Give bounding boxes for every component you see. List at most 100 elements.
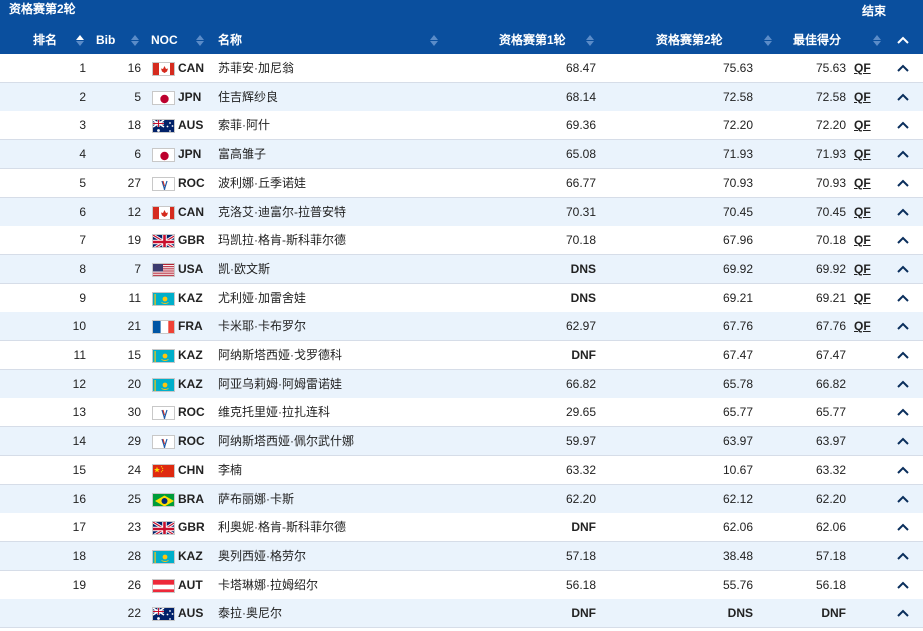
bib-cell: 16 xyxy=(127,61,141,75)
table-row[interactable]: 5 27 ROC 波利娜·丘季诺娃 66.77 70.93 70.93 QF xyxy=(0,168,923,198)
expand-row-icon[interactable] xyxy=(897,437,909,445)
best-score: 65.77 xyxy=(815,405,846,420)
column-header-best[interactable]: 最佳得分 xyxy=(793,33,842,47)
column-header-noc[interactable]: NOC xyxy=(151,33,178,47)
expand-row-icon[interactable] xyxy=(897,552,909,560)
expand-row-icon[interactable] xyxy=(897,609,909,618)
noc-cell: GBR xyxy=(178,233,205,248)
column-header-bib[interactable]: Bib xyxy=(96,33,116,47)
rank-cell: 19 xyxy=(72,577,86,592)
expand-row-icon[interactable] xyxy=(897,466,909,474)
uk-flag-icon xyxy=(152,521,175,536)
sort-icon[interactable] xyxy=(430,35,438,46)
column-header-run1[interactable]: 资格赛第1轮 xyxy=(499,33,566,47)
column-header-name[interactable]: 名称 xyxy=(218,33,243,47)
bib-cell: 23 xyxy=(127,520,141,535)
noc-cell: KAZ xyxy=(178,376,203,391)
expand-row-icon[interactable] xyxy=(897,322,909,331)
japan-flag-icon xyxy=(152,90,175,105)
sort-asc-icon[interactable] xyxy=(76,35,84,46)
sort-icon[interactable] xyxy=(586,35,594,46)
noc-cell: FRA xyxy=(178,319,203,334)
noc-cell: JPN xyxy=(178,89,202,104)
run1-score: 59.97 xyxy=(565,434,596,449)
kazakhstan-flag-icon xyxy=(152,291,175,306)
best-score: 62.06 xyxy=(815,520,846,535)
expand-row-icon[interactable] xyxy=(897,265,909,273)
athlete-name: 利奥妮·格肯-斯科菲尔德 xyxy=(218,520,346,535)
expand-row-icon[interactable] xyxy=(897,495,909,503)
rank-cell: 8 xyxy=(79,261,86,276)
table-row[interactable]: 11 15 KAZ 阿纳斯塔西娅·戈罗德科 DNF 67.47 67.47 xyxy=(0,341,923,370)
athlete-name: 富高雏子 xyxy=(218,147,267,162)
table-row[interactable]: 13 30 ROC 维克托里娅·拉扎连科 29.65 65.77 65.77 xyxy=(0,398,923,428)
rank-cell: 17 xyxy=(72,520,86,535)
kazakhstan-flag-icon xyxy=(152,377,175,392)
rank-cell: 2 xyxy=(79,89,86,104)
best-score: 56.18 xyxy=(815,577,846,592)
table-row[interactable]: 6 12 CAN 克洛艾·迪富尔-拉普安特 70.31 70.45 70.45 QF xyxy=(0,197,923,227)
table-row[interactable]: 9 11 KAZ 尤利娅·加雷舍娃 DNS 69.21 69.21 QF xyxy=(0,283,923,313)
roc-flag-icon xyxy=(152,176,175,191)
expand-row-icon[interactable] xyxy=(897,408,909,417)
table-row[interactable]: 4 6 JPN 富高雏子 65.08 71.93 71.93 QF xyxy=(0,140,923,170)
expand-row-icon[interactable] xyxy=(897,150,909,158)
athlete-name: 泰拉·奥尼尔 xyxy=(218,606,282,621)
table-row[interactable]: 2 5 JPN 住吉辉纱良 68.14 72.58 72.58 QF xyxy=(0,82,923,112)
table-row[interactable]: 10 21 FRA 卡米耶·卡布罗尔 62.97 67.76 67.76 QF xyxy=(0,312,923,342)
sort-icon[interactable] xyxy=(764,35,772,46)
table-row[interactable]: 17 23 GBR 利奥妮·格肯-斯科菲尔德 DNF 62.06 62.06 xyxy=(0,513,923,543)
expand-row-icon[interactable] xyxy=(897,380,909,388)
athlete-name: 李楠 xyxy=(218,462,243,477)
expand-row-icon[interactable] xyxy=(897,523,909,531)
column-header-run2[interactable]: 资格赛第2轮 xyxy=(656,33,723,47)
run1-score: 69.36 xyxy=(565,118,596,133)
noc-cell: AUS xyxy=(178,606,204,621)
table-row[interactable]: 15 24 CHN 李楠 63.32 10.67 63.32 xyxy=(0,455,923,485)
expand-row-icon[interactable] xyxy=(897,121,909,130)
usa-flag-icon xyxy=(152,262,175,277)
run1-score: 62.97 xyxy=(565,319,596,334)
best-score: 70.93 xyxy=(815,175,846,190)
best-score: 70.18 xyxy=(815,233,846,248)
column-header-rank[interactable]: 排名 xyxy=(33,33,58,47)
expand-row-icon[interactable] xyxy=(897,179,909,187)
run1-score: DNF xyxy=(571,606,596,621)
table-row[interactable]: 3 18 AUS 索菲·阿什 69.36 72.20 72.20 QF xyxy=(0,111,923,141)
expand-row-icon[interactable] xyxy=(897,294,909,302)
expand-row-icon[interactable] xyxy=(897,236,909,244)
expand-row-icon[interactable] xyxy=(897,64,909,72)
table-row[interactable]: 22 AUS 泰拉·奥尼尔 DNF DNS DNF xyxy=(0,599,923,629)
run2-score: 67.76 xyxy=(722,319,753,334)
run1-score: 66.77 xyxy=(565,175,596,190)
rank-cell: 18 xyxy=(72,548,86,563)
table-row[interactable]: 1 16 CAN 苏菲安·加尼翁 68.47 75.63 75.63 QF xyxy=(0,54,923,83)
table-row[interactable]: 16 25 BRA 萨布丽娜·卡斯 62.20 62.12 62.20 xyxy=(0,484,923,514)
run1-score: 56.18 xyxy=(565,577,596,592)
run1-score: DNS xyxy=(570,261,596,276)
athlete-name: 克洛艾·迪富尔-拉普安特 xyxy=(218,204,346,219)
run2-score: DNS xyxy=(727,606,753,621)
sort-icon[interactable] xyxy=(196,35,204,46)
run2-score: 65.78 xyxy=(722,376,753,391)
run1-score: 57.18 xyxy=(565,548,596,563)
table-row[interactable]: 8 7 USA 凯·欧文斯 DNS 69.92 69.92 QF xyxy=(0,254,923,284)
event-status: 结束 xyxy=(862,4,887,18)
table-row[interactable]: 12 20 KAZ 阿亚乌莉姆·阿姆雷诺娃 66.82 65.78 66.82 xyxy=(0,369,923,399)
sort-icon[interactable] xyxy=(873,35,881,46)
rank-cell: 7 xyxy=(79,233,86,248)
table-row[interactable]: 14 29 ROC 阿纳斯塔西娅·佩尔武什娜 59.97 63.97 63.97 xyxy=(0,427,923,457)
table-row[interactable]: 19 26 AUT 卡塔琳娜·拉姆绍尔 56.18 55.76 56.18 xyxy=(0,570,923,600)
collapse-all-icon[interactable] xyxy=(897,36,909,44)
rank-cell: 15 xyxy=(72,462,86,477)
expand-row-icon[interactable] xyxy=(897,351,909,359)
athlete-name: 尤利娅·加雷舍娃 xyxy=(218,290,306,305)
table-row[interactable]: 7 19 GBR 玛凯拉·格肯-斯科菲尔德 70.18 67.96 70.18 QF xyxy=(0,226,923,256)
run2-score: 72.20 xyxy=(722,118,753,133)
roc-flag-icon xyxy=(152,435,175,450)
expand-row-icon[interactable] xyxy=(897,93,909,101)
table-row[interactable]: 18 28 KAZ 奥列西娅·格劳尔 57.18 38.48 57.18 xyxy=(0,541,923,571)
expand-row-icon[interactable] xyxy=(897,581,909,589)
sort-icon[interactable] xyxy=(131,35,139,46)
expand-row-icon[interactable] xyxy=(897,208,909,216)
